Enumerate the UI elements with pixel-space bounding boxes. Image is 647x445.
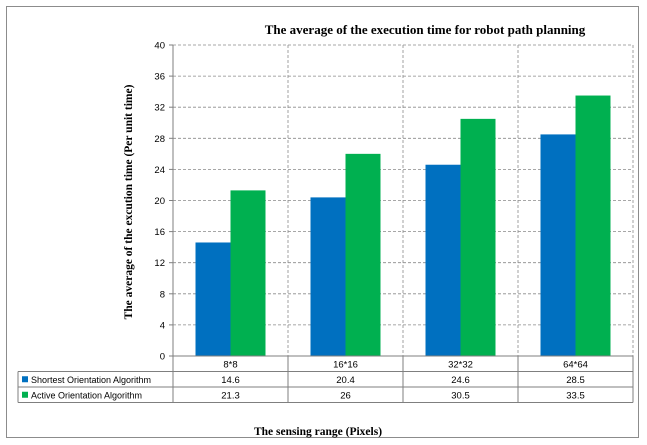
y-tick-label: 32 bbox=[154, 103, 165, 114]
legend-swatch bbox=[22, 391, 28, 398]
y-tick-label: 36 bbox=[154, 72, 165, 83]
bar bbox=[230, 190, 266, 356]
chart-frame: The average of the execution time for ro… bbox=[6, 6, 639, 438]
x-category-label: 32*32 bbox=[448, 360, 473, 371]
y-tick-label: 4 bbox=[160, 320, 165, 331]
bar bbox=[460, 118, 496, 356]
data-table-value: 28.5 bbox=[566, 375, 585, 386]
bar bbox=[540, 134, 576, 356]
x-category-label: 64*64 bbox=[563, 360, 588, 371]
data-table-value: 30.5 bbox=[451, 390, 470, 401]
data-table: 8*8 16*16 32*32 64*64 Shortest Orientation A… bbox=[17, 356, 634, 403]
data-table-value: 33.5 bbox=[566, 390, 585, 401]
y-tick-label: 8 bbox=[160, 289, 165, 300]
y-tick-label: 20 bbox=[154, 196, 165, 207]
bar bbox=[425, 164, 461, 356]
bar-chart: The average of the execution time for ro… bbox=[17, 22, 634, 438]
y-tick-label: 24 bbox=[154, 165, 165, 176]
y-tick-label: 28 bbox=[154, 134, 165, 145]
y-axis-title: The average of the excution time (Per un… bbox=[123, 84, 135, 319]
bar bbox=[345, 153, 381, 356]
bar bbox=[310, 197, 346, 356]
x-category-label: 8*8 bbox=[223, 360, 237, 371]
chart-title: The average of the execution time for ro… bbox=[265, 22, 586, 37]
bar bbox=[195, 242, 231, 356]
bar bbox=[575, 95, 611, 356]
y-tick-label: 12 bbox=[154, 258, 165, 269]
data-table-value: 20.4 bbox=[336, 375, 355, 386]
legend-label: Shortest Orientation Algorithm bbox=[31, 375, 151, 385]
data-table-value: 14.6 bbox=[221, 375, 240, 386]
x-category-label: 16*16 bbox=[333, 360, 358, 371]
data-table-value: 21.3 bbox=[221, 390, 240, 401]
data-table-value: 26 bbox=[340, 390, 351, 401]
y-tick-label: 40 bbox=[154, 41, 165, 52]
plot-area: 0 4 8 12 16 20 24 28 32 36 40 bbox=[154, 41, 634, 363]
y-tick-label: 16 bbox=[154, 227, 165, 238]
legend-swatch bbox=[22, 376, 28, 383]
data-table-value: 24.6 bbox=[451, 375, 470, 386]
x-axis-title: The sensing range (Pixels) bbox=[254, 426, 382, 438]
y-tick-label: 0 bbox=[160, 352, 165, 363]
legend-label: Active Orientation Algorithm bbox=[31, 390, 142, 400]
